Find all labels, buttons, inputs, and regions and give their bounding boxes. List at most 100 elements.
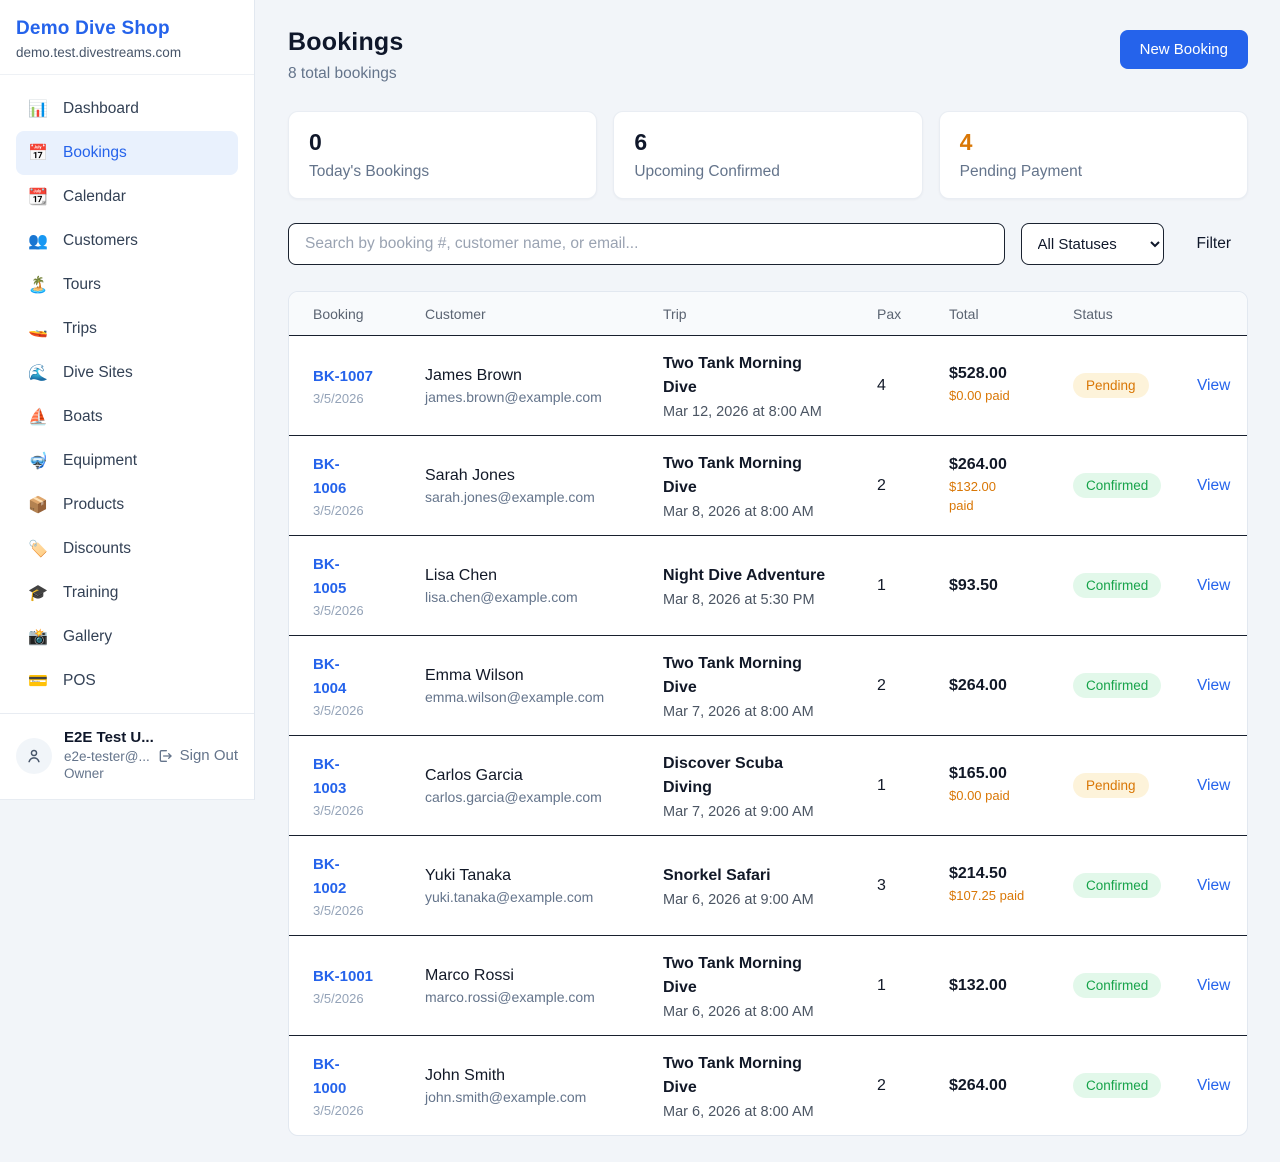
- booking-date: 3/5/2026: [313, 991, 364, 1007]
- pax-cell: 3: [877, 876, 886, 894]
- booking-number-link[interactable]: BK- 1006: [313, 456, 347, 497]
- view-link[interactable]: View: [1197, 676, 1231, 694]
- booking-number-link[interactable]: BK- 1004: [313, 656, 347, 697]
- pax-cell: 2: [877, 676, 886, 694]
- paid-amount: $132.00 paid: [949, 478, 996, 514]
- customer-email: sarah.jones@example.com: [425, 488, 595, 505]
- table-row: BK- 1002 3/5/2026 Yuki Tanaka yuki.tanak…: [289, 835, 1247, 935]
- trip-name: Night Dive Adventure: [663, 566, 826, 584]
- customer-cell: Emma Wilson emma.wilson@example.com: [425, 667, 663, 705]
- trip-name: Two Tank Morning Dive: [663, 454, 802, 496]
- filter-button[interactable]: Filter: [1180, 235, 1248, 253]
- sidebar-item-discounts[interactable]: 🏷️ Discounts: [28, 540, 132, 558]
- trip-name: Discover Scuba Diving: [663, 754, 784, 796]
- status-badge: Pending: [1073, 773, 1149, 798]
- status-badge: Confirmed: [1073, 673, 1162, 698]
- booking-number-link[interactable]: BK-1007: [313, 367, 374, 385]
- table-body: BK-1007 3/5/2026 James Brown james.brown…: [289, 335, 1247, 1135]
- main-content: Bookings 8 total bookings New Booking 0 …: [256, 0, 1280, 1136]
- customer-email: james.brown@example.com: [425, 388, 602, 405]
- booking-number-link[interactable]: BK- 1003: [313, 756, 347, 797]
- page-subtitle: 8 total bookings: [288, 65, 397, 82]
- customer-name: Sarah Jones: [425, 466, 515, 484]
- view-link[interactable]: View: [1197, 576, 1231, 594]
- trip-datetime: Mar 6, 2026 at 8:00 AM: [663, 1003, 814, 1020]
- customer-name: Marco Rossi: [425, 966, 514, 984]
- status-cell: Pending: [1073, 773, 1197, 798]
- customer-name: James Brown: [425, 366, 522, 384]
- total-amount: $264.00: [949, 455, 1007, 473]
- customer-cell: Marco Rossi marco.rossi@example.com: [425, 967, 663, 1005]
- user-info: E2E Test U... e2e-tester@... Owner: [64, 728, 154, 783]
- graduation-cap-icon: 🎓: [28, 585, 48, 602]
- trip-name: Two Tank Morning Dive: [663, 354, 802, 396]
- search-input[interactable]: [288, 223, 1005, 265]
- trip-datetime: Mar 7, 2026 at 8:00 AM: [663, 703, 814, 720]
- status-cell: Confirmed: [1073, 473, 1197, 498]
- booking-number-link[interactable]: BK- 1002: [313, 856, 347, 897]
- page-title: Bookings: [288, 28, 404, 56]
- table-row: BK-1007 3/5/2026 James Brown james.brown…: [289, 335, 1247, 435]
- customer-name: John Smith: [425, 1066, 506, 1084]
- total-amount: $264.00: [949, 676, 1007, 694]
- col-booking: Booking: [313, 305, 364, 322]
- view-link[interactable]: View: [1197, 1076, 1231, 1094]
- booking-cell: BK- 1002 3/5/2026: [313, 853, 425, 918]
- stat-upcoming-confirmed: 6 Upcoming Confirmed: [613, 111, 923, 199]
- view-link[interactable]: View: [1197, 976, 1231, 994]
- booking-number-link[interactable]: BK- 1005: [313, 556, 347, 597]
- total-cell: $214.50 $107.25 paid: [949, 865, 1073, 906]
- status-select[interactable]: All Statuses: [1020, 223, 1164, 265]
- table-row: BK-1001 3/5/2026 Marco Rossi marco.rossi…: [289, 935, 1247, 1035]
- sidebar-item-trips[interactable]: 🚤 Trips: [28, 320, 97, 338]
- view-link[interactable]: View: [1197, 376, 1231, 394]
- pax-cell: 2: [877, 476, 886, 494]
- people-icon: 👥: [28, 233, 48, 250]
- user-name: E2E Test U...: [64, 729, 154, 747]
- sidebar-item-bookings[interactable]: 📅 Bookings: [16, 131, 238, 175]
- view-link[interactable]: View: [1197, 776, 1231, 794]
- status-badge: Confirmed: [1073, 1073, 1162, 1098]
- sidebar-item-customers[interactable]: 👥 Customers: [28, 232, 138, 250]
- sidebar-item-dive-sites[interactable]: 🌊 Dive Sites: [28, 364, 133, 382]
- sidebar-item-products[interactable]: 📦 Products: [28, 496, 125, 514]
- view-link[interactable]: View: [1197, 476, 1231, 494]
- table-row: BK- 1004 3/5/2026 Emma Wilson emma.wilso…: [289, 635, 1247, 735]
- total-amount: $93.50: [949, 576, 998, 594]
- stats-cards: 0 Today's Bookings 6 Upcoming Confirmed …: [288, 111, 1248, 199]
- filter-row: All Statuses Filter: [288, 223, 1248, 265]
- stat-value: 6: [634, 129, 648, 155]
- customer-name: Yuki Tanaka: [425, 866, 511, 884]
- booking-number-link[interactable]: BK- 1000: [313, 1056, 347, 1097]
- view-link[interactable]: View: [1197, 876, 1231, 894]
- customer-name: Emma Wilson: [425, 666, 524, 684]
- table-row: BK- 1006 3/5/2026 Sarah Jones sarah.jone…: [289, 435, 1247, 535]
- new-booking-button[interactable]: New Booking: [1119, 30, 1248, 69]
- table-row: BK- 1005 3/5/2026 Lisa Chen lisa.chen@ex…: [289, 535, 1247, 635]
- sidebar-item-dashboard[interactable]: 📊 Dashboard: [28, 100, 139, 118]
- sidebar-item-gallery[interactable]: 📸 Gallery: [28, 628, 113, 646]
- stat-label: Today's Bookings: [309, 163, 430, 180]
- sidebar-item-training[interactable]: 🎓 Training: [28, 584, 119, 602]
- user-email: e2e-tester@...: [64, 748, 150, 764]
- sidebar-item-pos[interactable]: 💳 POS: [28, 672, 96, 690]
- customer-cell: James Brown james.brown@example.com: [425, 367, 663, 405]
- sidebar-item-boats[interactable]: ⛵ Boats: [28, 408, 103, 426]
- trip-name: Snorkel Safari: [663, 866, 771, 884]
- customer-cell: Yuki Tanaka yuki.tanaka@example.com: [425, 867, 663, 905]
- sidebar-item-calendar[interactable]: 📆 Calendar: [28, 188, 126, 206]
- booking-cell: BK- 1005 3/5/2026: [313, 553, 425, 618]
- sidebar-item-tours[interactable]: 🏝️ Tours: [28, 276, 101, 294]
- trip-cell: Two Tank Morning Dive Mar 6, 2026 at 8:0…: [663, 1052, 877, 1120]
- customer-email: yuki.tanaka@example.com: [425, 888, 594, 905]
- stat-label: Pending Payment: [959, 163, 1083, 180]
- sidebar-item-equipment[interactable]: 🤿 Equipment: [28, 452, 138, 470]
- booking-cell: BK- 1003 3/5/2026: [313, 753, 425, 818]
- sign-out-button[interactable]: Sign Out: [157, 747, 238, 764]
- bookings-table: Booking Customer Trip Pax Total Status B…: [288, 291, 1248, 1136]
- booking-cell: BK- 1000 3/5/2026: [313, 1053, 425, 1118]
- booking-number-link[interactable]: BK-1001: [313, 967, 374, 985]
- trip-datetime: Mar 7, 2026 at 9:00 AM: [663, 803, 814, 820]
- trip-datetime: Mar 8, 2026 at 8:00 AM: [663, 503, 814, 520]
- stat-label: Upcoming Confirmed: [634, 163, 780, 180]
